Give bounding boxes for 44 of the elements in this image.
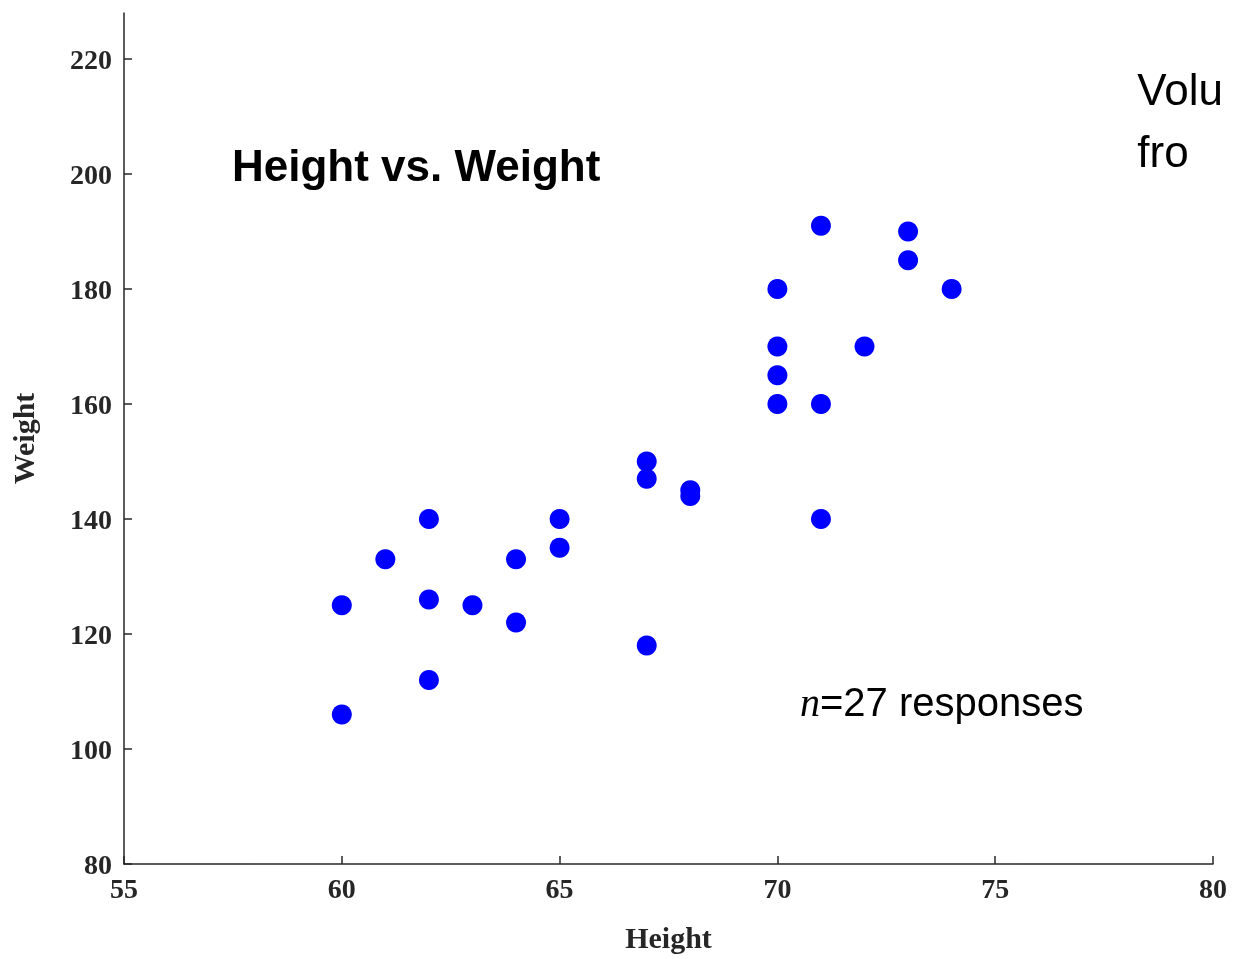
point bbox=[375, 549, 396, 570]
point bbox=[506, 549, 527, 570]
point bbox=[636, 451, 657, 472]
x-tick-label: 70 bbox=[763, 872, 792, 904]
point bbox=[549, 509, 570, 529]
point bbox=[810, 509, 831, 529]
point bbox=[767, 279, 788, 299]
x-tick-label: 55 bbox=[110, 872, 138, 904]
point bbox=[941, 279, 962, 299]
point bbox=[418, 589, 439, 610]
y-tick-label: 100 bbox=[70, 733, 112, 765]
point bbox=[810, 394, 831, 414]
point bbox=[898, 221, 919, 242]
point bbox=[898, 250, 919, 271]
y-tick-label: 80 bbox=[84, 848, 112, 880]
x-tick-label: 80 bbox=[1199, 872, 1227, 904]
point bbox=[767, 365, 788, 386]
annotation: Volu fro bbox=[1137, 64, 1223, 176]
x-tick-label: 60 bbox=[327, 872, 356, 904]
text: Height vs. Weight bbox=[232, 140, 601, 190]
y-tick-label: 120 bbox=[70, 618, 112, 650]
point bbox=[636, 635, 657, 656]
point bbox=[418, 670, 439, 690]
y-tick-label: 140 bbox=[70, 503, 112, 535]
point bbox=[767, 336, 788, 357]
y-tick-label: 200 bbox=[70, 158, 112, 190]
point bbox=[331, 704, 352, 725]
y-tick-label: 160 bbox=[70, 388, 112, 420]
y-axis-title: Weight bbox=[6, 392, 40, 485]
point bbox=[810, 215, 831, 236]
point bbox=[462, 595, 483, 616]
y-tick-label: 220 bbox=[70, 43, 112, 75]
point bbox=[418, 509, 439, 529]
point bbox=[767, 394, 788, 414]
point bbox=[506, 612, 527, 633]
point bbox=[636, 468, 657, 489]
x-tick-label: 75 bbox=[981, 872, 1010, 904]
point bbox=[549, 537, 570, 558]
point bbox=[854, 336, 875, 357]
annotation: n=27 responses bbox=[800, 679, 1084, 725]
point bbox=[331, 595, 352, 616]
y-tick-label: 180 bbox=[70, 273, 112, 305]
x-axis-title: Height bbox=[625, 920, 712, 954]
x-tick-label: 65 bbox=[545, 872, 574, 904]
